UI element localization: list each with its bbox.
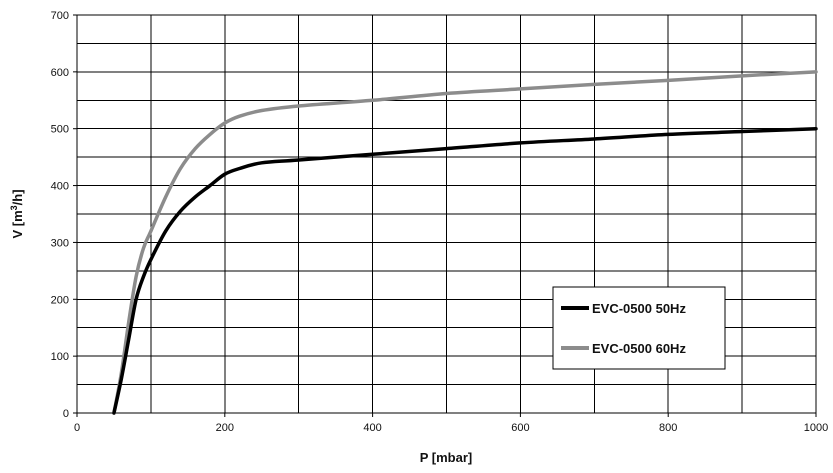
y-tick-label: 200: [51, 294, 69, 306]
x-tick-label: 1000: [804, 422, 828, 434]
legend-box: [552, 286, 726, 370]
series-layer: [112, 70, 818, 415]
y-tick-label: 700: [51, 10, 69, 22]
x-axis-label: P [mbar]: [420, 450, 473, 465]
y-axis-label-sup: 3: [9, 205, 19, 210]
y-tick-label: 600: [51, 67, 69, 79]
x-tick-label: 800: [659, 422, 677, 434]
legend-label-60hz: EVC-0500 60Hz: [592, 341, 686, 356]
y-axis-label-tail: /h]: [10, 189, 25, 205]
y-tick-label: 100: [51, 351, 69, 363]
x-tick-label: 600: [511, 422, 529, 434]
grid: [76, 14, 817, 414]
series-line-50hz: [112, 126, 818, 415]
x-tick-label: 200: [216, 422, 234, 434]
series-line-60hz: [112, 70, 818, 415]
y-tick-label: 0: [63, 408, 69, 420]
y-tick-label: 400: [51, 181, 69, 193]
y-tick-label: 300: [51, 237, 69, 249]
legend: EVC-0500 50Hz EVC-0500 60Hz: [552, 286, 726, 370]
y-axis-label-main: V [m: [10, 210, 25, 238]
legend-label-50hz: EVC-0500 50Hz: [592, 301, 686, 316]
y-tick-label: 500: [51, 124, 69, 136]
ticks: 0 200 400 600 800 1000 0 100 200 300 400 500 600 700: [51, 10, 829, 434]
x-tick-label: 400: [363, 422, 381, 434]
y-axis-label: V [m3/h]: [9, 189, 25, 238]
x-tick-label: 0: [74, 422, 80, 434]
